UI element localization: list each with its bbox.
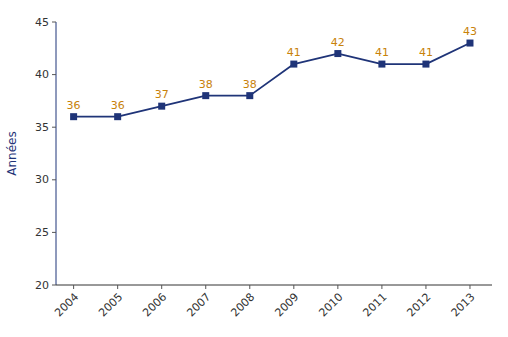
data-label: 38: [243, 78, 257, 91]
data-labels: 36 36 37 38 38 41 42 41 41 43: [67, 25, 477, 112]
data-label: 43: [463, 25, 477, 38]
marker: [290, 61, 297, 68]
x-tick-label: 2007: [184, 290, 213, 319]
data-label: 41: [375, 46, 389, 59]
data-label: 42: [331, 36, 345, 49]
y-tick: [52, 285, 56, 286]
x-tick-label: 2010: [316, 290, 345, 319]
x-tick: [117, 285, 118, 289]
y-tick-label: 45: [35, 16, 49, 29]
marker: [422, 61, 429, 68]
marker: [334, 50, 341, 57]
marker: [158, 103, 165, 110]
line: [74, 43, 470, 117]
data-label: 36: [111, 99, 125, 112]
y-tick-label: 30: [35, 173, 49, 186]
x-tick-label: 2008: [228, 290, 257, 319]
data-label: 36: [67, 99, 81, 112]
y-tick-label: 25: [35, 226, 49, 239]
marker: [246, 92, 253, 99]
y-tick: [52, 232, 56, 233]
y-tick: [52, 74, 56, 75]
x-tick-label: 2009: [272, 290, 301, 319]
x-tick-label: 2004: [52, 290, 81, 319]
marker: [378, 61, 385, 68]
y-tick: [52, 127, 56, 128]
x-tick: [381, 285, 382, 289]
y-tick-label: 40: [35, 68, 49, 81]
y-tick-label: 20: [35, 279, 49, 292]
x-tick: [337, 285, 338, 289]
chart: 202530354045Années2004200520062007200820…: [0, 0, 508, 337]
data-label: 41: [419, 46, 433, 59]
plot-area: [70, 40, 473, 121]
chart-container: 202530354045Années2004200520062007200820…: [0, 0, 508, 337]
x-tick-label: 2005: [96, 290, 125, 319]
x-tick-label: 2006: [140, 290, 169, 319]
x-tick-label: 2012: [405, 290, 434, 319]
y-tick-label: 35: [35, 121, 49, 134]
x-tick: [73, 285, 74, 289]
x-tick: [249, 285, 250, 289]
x-tick: [161, 285, 162, 289]
x-tick-label: 2013: [449, 290, 478, 319]
y-tick: [52, 22, 56, 23]
y-tick: [52, 179, 56, 180]
x-tick-label: 2011: [361, 290, 390, 319]
marker: [70, 113, 77, 120]
data-label: 41: [287, 46, 301, 59]
x-tick: [469, 285, 470, 289]
x-tick: [425, 285, 426, 289]
data-label: 38: [199, 78, 213, 91]
x-axis-line: [56, 285, 492, 286]
y-axis-line: [56, 22, 57, 285]
x-axis: 2004 2005 2006 2007 2008 2009 2010 2011 2012 2013: [52, 285, 492, 319]
x-tick: [205, 285, 206, 289]
marker: [466, 40, 473, 47]
data-label: 37: [155, 88, 169, 101]
y-axis-label: Années: [5, 131, 19, 175]
y-axis: 20 25 30 35 40 45 Années: [5, 16, 56, 292]
marker: [114, 113, 121, 120]
marker: [202, 92, 209, 99]
x-tick: [293, 285, 294, 289]
